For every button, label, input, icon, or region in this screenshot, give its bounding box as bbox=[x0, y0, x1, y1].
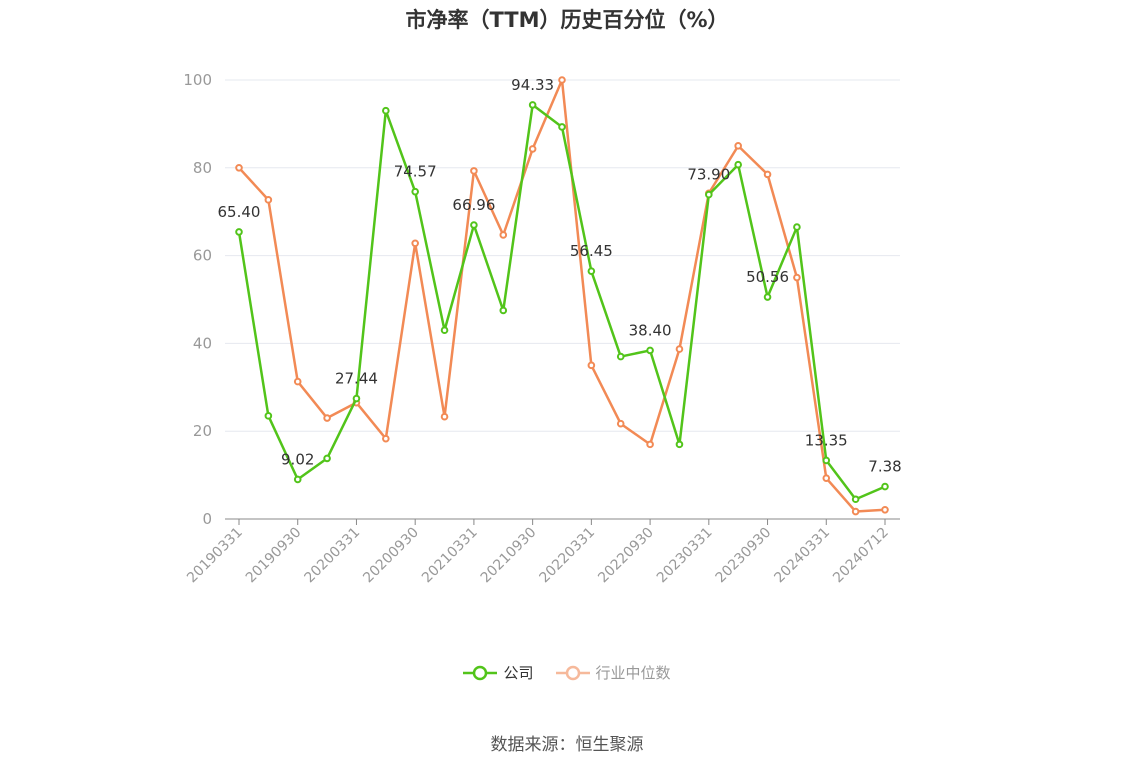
x-tick-label: 20230930 bbox=[713, 525, 775, 587]
x-tick-label: 20200331 bbox=[302, 525, 364, 587]
grid-lines bbox=[225, 79, 900, 432]
series-line-industry bbox=[238, 78, 886, 513]
data-point-industry bbox=[587, 361, 596, 370]
data-point-company bbox=[675, 440, 684, 449]
data-point-company bbox=[528, 101, 537, 109]
legend-label-company: 公司 bbox=[503, 664, 534, 682]
series-layer bbox=[235, 76, 889, 516]
series-industry bbox=[235, 76, 889, 516]
data-point-industry bbox=[293, 377, 302, 386]
data-point-company bbox=[763, 293, 772, 301]
x-tick-label: 20220331 bbox=[536, 525, 598, 587]
x-tick-label: 20190930 bbox=[243, 525, 305, 587]
data-label: 73.90 bbox=[687, 166, 730, 184]
data-point-company bbox=[851, 495, 860, 504]
data-point-company bbox=[440, 326, 449, 335]
y-tick-label: 60 bbox=[193, 247, 212, 265]
x-tick-label: 20210331 bbox=[419, 525, 481, 587]
data-label: 66.96 bbox=[452, 196, 495, 214]
data-point-industry bbox=[734, 142, 742, 150]
data-point-industry bbox=[440, 412, 449, 421]
data-label: 56.45 bbox=[570, 242, 613, 260]
data-label: 9.02 bbox=[281, 450, 314, 468]
x-tick-label: 20190331 bbox=[184, 525, 246, 587]
data-point-company bbox=[264, 412, 273, 420]
data-point-industry bbox=[881, 505, 889, 514]
data-point-industry bbox=[763, 170, 772, 179]
data-point-company bbox=[352, 394, 361, 403]
data-point-industry bbox=[822, 474, 831, 482]
data-label: 74.57 bbox=[394, 163, 437, 181]
source-note: 数据来源：恒生聚源 bbox=[490, 735, 644, 755]
data-point-company bbox=[734, 160, 742, 169]
data-point-industry bbox=[382, 434, 390, 443]
legend-company-marker-icon bbox=[463, 665, 498, 680]
data-labels: 65.40 9.02 27.44 74.57 66.96 94.33 56.45 38.40 7… bbox=[218, 76, 902, 476]
data-point-industry bbox=[235, 164, 243, 172]
data-point-company bbox=[558, 123, 566, 131]
data-point-company bbox=[616, 352, 625, 361]
x-tick-label: 20220930 bbox=[595, 525, 657, 587]
y-tick-label: 40 bbox=[193, 334, 212, 352]
data-point-company bbox=[587, 267, 596, 275]
legend-industry-marker-icon bbox=[555, 665, 590, 680]
data-point-company bbox=[499, 306, 508, 315]
data-label: 7.38 bbox=[868, 458, 901, 476]
y-tick-label: 0 bbox=[202, 510, 212, 528]
series-line-company bbox=[237, 103, 886, 501]
data-point-industry bbox=[646, 440, 654, 449]
data-point-company bbox=[646, 346, 654, 355]
data-point-industry bbox=[793, 273, 801, 282]
data-point-company bbox=[705, 190, 713, 199]
data-label: 38.40 bbox=[629, 321, 672, 339]
y-tick-label: 80 bbox=[193, 159, 212, 177]
data-point-industry bbox=[558, 76, 566, 84]
data-point-industry bbox=[411, 239, 419, 248]
y-tick-label: 100 bbox=[183, 71, 212, 89]
data-label: 94.33 bbox=[511, 76, 554, 94]
data-label: 65.40 bbox=[218, 203, 261, 221]
data-point-industry bbox=[264, 196, 273, 204]
x-tick-label: 20230331 bbox=[654, 525, 716, 587]
data-point-industry bbox=[616, 419, 625, 428]
data-point-company bbox=[822, 456, 831, 465]
legend: 公司 行业中位数 bbox=[0, 662, 1134, 683]
data-point-industry bbox=[675, 345, 684, 353]
data-point-industry bbox=[499, 231, 508, 239]
legend-item-industry[interactable]: 行业中位数 bbox=[555, 662, 671, 683]
data-point-company bbox=[793, 223, 801, 231]
data-point-company bbox=[323, 454, 331, 463]
data-point-industry bbox=[323, 414, 331, 422]
data-point-company bbox=[470, 221, 478, 229]
x-tick-label: 20210930 bbox=[478, 525, 540, 587]
y-tick-label: 20 bbox=[193, 422, 212, 440]
axes: 0 20 40 60 80 100 2019033120190930202003312020… bbox=[183, 71, 900, 586]
data-point-company bbox=[411, 187, 419, 196]
data-point-industry bbox=[851, 507, 860, 516]
data-label: 27.44 bbox=[335, 370, 378, 388]
data-point-industry bbox=[470, 167, 478, 175]
x-tick-label: 20240712 bbox=[830, 525, 892, 587]
data-point-company bbox=[881, 482, 889, 491]
x-tick-label: 20240331 bbox=[771, 525, 833, 587]
data-point-company bbox=[382, 106, 390, 115]
chart-title: 市净率（TTM）历史百分位（%） bbox=[405, 8, 729, 32]
data-point-company bbox=[293, 475, 302, 484]
x-tick-label: 20200930 bbox=[360, 525, 422, 587]
data-label: 13.35 bbox=[805, 431, 848, 449]
data-point-industry bbox=[528, 145, 537, 153]
legend-item-company[interactable]: 公司 bbox=[463, 662, 534, 683]
legend-label-industry: 行业中位数 bbox=[595, 664, 671, 682]
series-company bbox=[235, 101, 889, 504]
data-label: 50.56 bbox=[746, 268, 789, 286]
data-point-company bbox=[235, 228, 243, 236]
